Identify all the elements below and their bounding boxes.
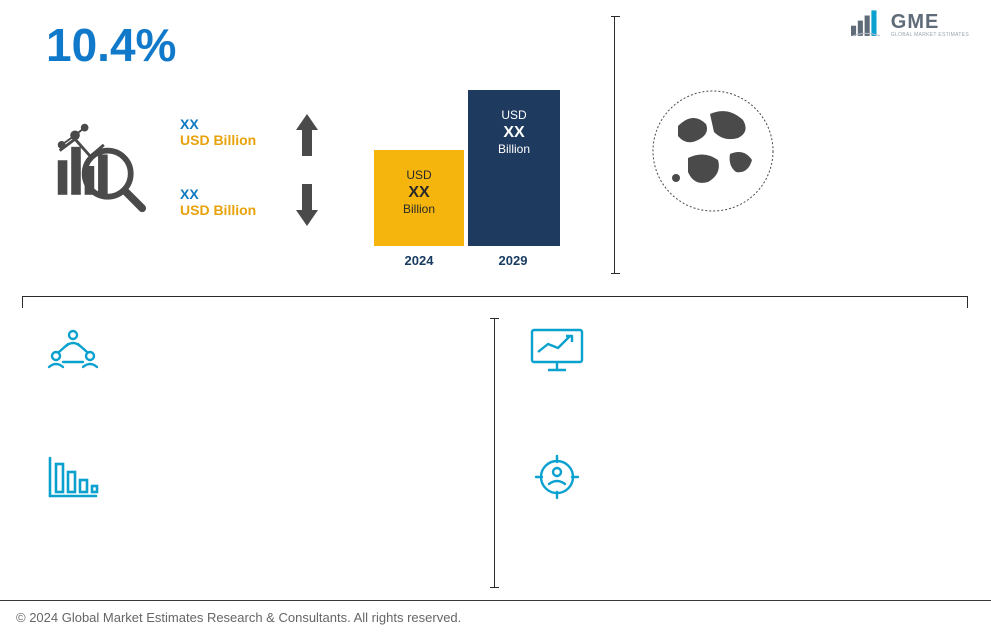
- forecast-bar-chart: USD XX Billion USD XX Billion 2024 2029: [368, 96, 564, 266]
- bar2-currency: USD: [468, 108, 560, 122]
- bar1-value: XX: [374, 184, 464, 202]
- bar1-unit: Billion: [374, 202, 464, 216]
- footer-divider: [0, 600, 991, 601]
- people-network-icon: [44, 326, 102, 376]
- vertical-divider-bottom: [494, 318, 495, 588]
- bar2-unit: Billion: [468, 142, 560, 156]
- vertical-divider-top: [614, 16, 615, 274]
- cagr-value: 10.4%: [46, 18, 176, 72]
- arrow-up-icon: [294, 112, 320, 158]
- chart-bar-2029: USD XX Billion: [468, 90, 560, 246]
- infographic-root: GME GLOBAL MARKET ESTIMATES 10.4% XX USD…: [0, 0, 991, 641]
- metric-up-xx: XX: [180, 116, 256, 132]
- copyright-text: © 2024 Global Market Estimates Research …: [16, 610, 461, 625]
- metric-down-usd: USD Billion: [180, 202, 256, 218]
- metric-down-xx: XX: [180, 186, 256, 202]
- bar1-currency: USD: [374, 168, 464, 182]
- logo-subtitle: GLOBAL MARKET ESTIMATES: [891, 32, 969, 38]
- metric-up: XX USD Billion: [180, 116, 256, 148]
- target-user-icon: [528, 452, 586, 502]
- monitor-trend-icon: [528, 326, 586, 376]
- metric-down: XX USD Billion: [180, 186, 256, 218]
- bar2-year: 2029: [468, 253, 558, 268]
- bar1-year: 2024: [374, 253, 464, 268]
- logo-text: GME: [891, 11, 969, 34]
- globe-icon: [648, 86, 778, 216]
- horizontal-divider: [22, 296, 968, 297]
- analytics-search-icon: [52, 118, 148, 214]
- chart-bar-2024: USD XX Billion: [374, 150, 464, 246]
- arrow-down-icon: [294, 182, 320, 228]
- metric-up-usd: USD Billion: [180, 132, 256, 148]
- brand-logo: GME GLOBAL MARKET ESTIMATES: [851, 10, 969, 38]
- logo-text-wrap: GME GLOBAL MARKET ESTIMATES: [891, 11, 969, 38]
- logo-mark-icon: [851, 10, 885, 38]
- bar-chart-icon: [44, 452, 102, 502]
- bar2-value: XX: [468, 124, 560, 142]
